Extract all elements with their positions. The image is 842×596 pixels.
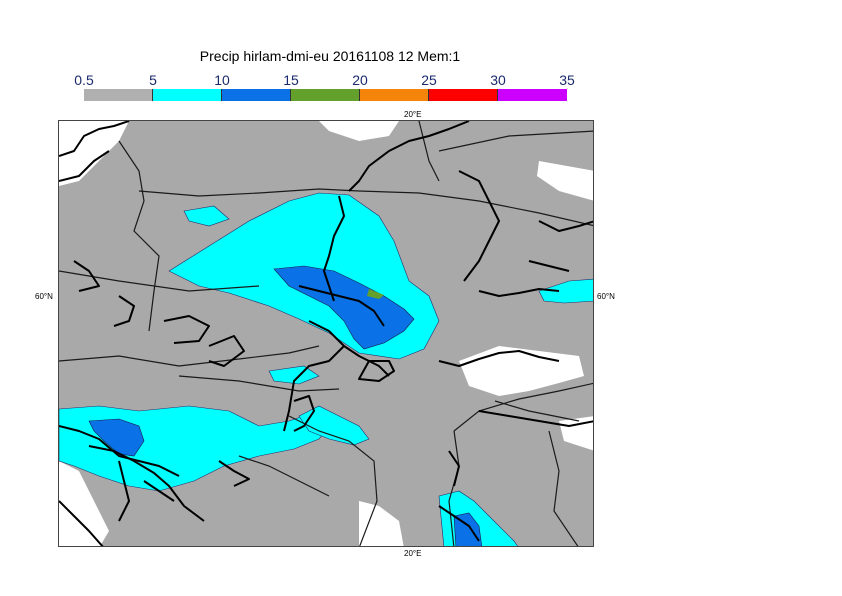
coastline — [283, 320, 345, 432]
coastline — [478, 288, 560, 297]
coastline — [358, 360, 395, 382]
precip-15-20-area — [367, 289, 384, 299]
colorbar-swatch — [153, 89, 222, 101]
colorbar-tick: 0.5 — [74, 72, 94, 88]
border-line — [138, 188, 593, 227]
precip-area-west-patch — [183, 205, 230, 227]
colorbar-tick: 20 — [352, 72, 368, 88]
lon-label-top: 20°E — [404, 110, 422, 119]
coastline — [113, 295, 135, 327]
colorbar-swatch — [291, 89, 360, 101]
coastline — [538, 220, 593, 232]
coastline — [118, 460, 130, 522]
precip-10-15-areas — [88, 265, 483, 546]
border-line — [418, 121, 440, 182]
coastline — [59, 425, 180, 477]
border-line — [178, 375, 340, 392]
colorbar-tick-labels: 0.5 5 10 15 20 25 30 35 — [0, 72, 842, 90]
coastline — [73, 260, 100, 292]
coastline — [298, 285, 385, 327]
colorbar-swatch — [360, 89, 429, 101]
border-line — [59, 345, 320, 367]
no-precip-area-baltic-e — [459, 346, 584, 396]
border-line — [548, 430, 579, 546]
coastline — [458, 170, 500, 282]
coastline — [528, 260, 570, 272]
precip-core-central — [273, 265, 415, 350]
coastline — [208, 335, 245, 367]
coastline — [323, 195, 345, 302]
colorbar-swatch — [84, 89, 153, 101]
colorbar-tick: 30 — [490, 72, 506, 88]
coastlines — [59, 121, 593, 546]
coastline — [293, 395, 315, 432]
colorbar-tick: 35 — [559, 72, 575, 88]
coastline — [478, 410, 593, 427]
coastline — [438, 505, 480, 542]
coastline — [348, 121, 470, 192]
map-title: Precip hirlam-dmi-eu 20161108 12 Mem:1 — [199, 48, 461, 64]
coastline — [59, 500, 104, 546]
no-precip-area-n — [319, 121, 399, 141]
coastline — [88, 445, 205, 522]
coastline — [438, 350, 560, 367]
precip-core-southwest — [88, 418, 145, 457]
no-precip-areas — [59, 121, 593, 546]
lon-label-bottom: 20°E — [404, 549, 422, 558]
precip-area-east-coast — [538, 278, 593, 304]
colorbar-tick: 15 — [283, 72, 299, 88]
border-line — [238, 455, 330, 497]
border-line — [59, 270, 260, 292]
no-precip-area-ne — [537, 161, 593, 201]
border-line — [438, 130, 593, 152]
coastline — [448, 450, 460, 487]
colorbar — [84, 89, 567, 101]
map-canvas — [59, 121, 593, 546]
border-line — [494, 400, 580, 422]
coastline — [59, 150, 110, 182]
colorbar-tick: 5 — [149, 72, 157, 88]
no-precip-area-sw — [59, 461, 109, 546]
colorbar-tick: 10 — [214, 72, 230, 88]
no-precip-area-nw — [59, 121, 129, 186]
country-borders — [59, 121, 593, 546]
coastline — [163, 315, 210, 344]
precip-area-small-lake — [268, 365, 320, 385]
colorbar-swatch — [498, 89, 567, 101]
colorbar-swatch — [222, 89, 291, 101]
coastline — [143, 480, 175, 502]
map-frame — [58, 120, 594, 547]
no-precip-area-s — [359, 501, 404, 546]
border-line — [453, 382, 593, 432]
colorbar-tick: 25 — [421, 72, 437, 88]
border-line — [288, 415, 378, 546]
coastline — [218, 460, 250, 487]
lat-label-left: 60°N — [35, 292, 53, 301]
precip-area-gulf-riga — [298, 405, 370, 446]
lat-label-right: 60°N — [597, 292, 615, 301]
colorbar-swatch — [429, 89, 498, 101]
coastline — [59, 121, 130, 157]
border-line — [118, 140, 160, 332]
